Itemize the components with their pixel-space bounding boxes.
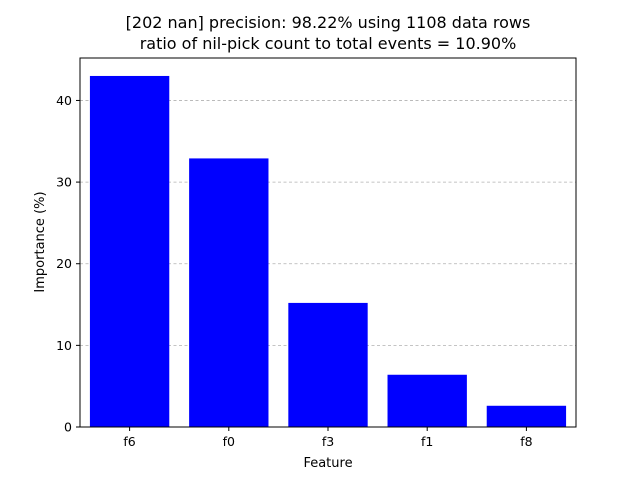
bars <box>89 75 567 428</box>
bar-f6 <box>89 75 170 427</box>
x-tick-label-f6: f6 <box>123 434 135 449</box>
chart-title-line-1: [202 nan] precision: 98.22% using 1108 d… <box>126 13 531 32</box>
chart-title-line-2: ratio of nil-pick count to total events … <box>140 34 517 53</box>
x-axis-label: Feature <box>303 456 352 471</box>
y-tick-label-20: 20 <box>56 256 72 271</box>
x-tick-label-f8: f8 <box>520 434 532 449</box>
x-tick-label-f1: f1 <box>421 434 433 449</box>
bar-f0 <box>189 158 269 428</box>
y-tick-label-40: 40 <box>56 93 72 108</box>
ticks: 0 10 20 30 40 f6 f0 f3 f1 f8 <box>56 93 533 449</box>
bar-f3 <box>288 302 368 427</box>
bar-f1 <box>387 374 467 427</box>
x-tick-label-f0: f0 <box>223 434 235 449</box>
y-tick-label-0: 0 <box>64 420 72 435</box>
y-tick-label-30: 30 <box>56 175 72 190</box>
y-tick-label-10: 10 <box>56 338 72 353</box>
x-tick-label-f3: f3 <box>322 434 334 449</box>
bar-f8 <box>486 405 567 427</box>
y-axis-label: Importance (%) <box>33 191 48 292</box>
